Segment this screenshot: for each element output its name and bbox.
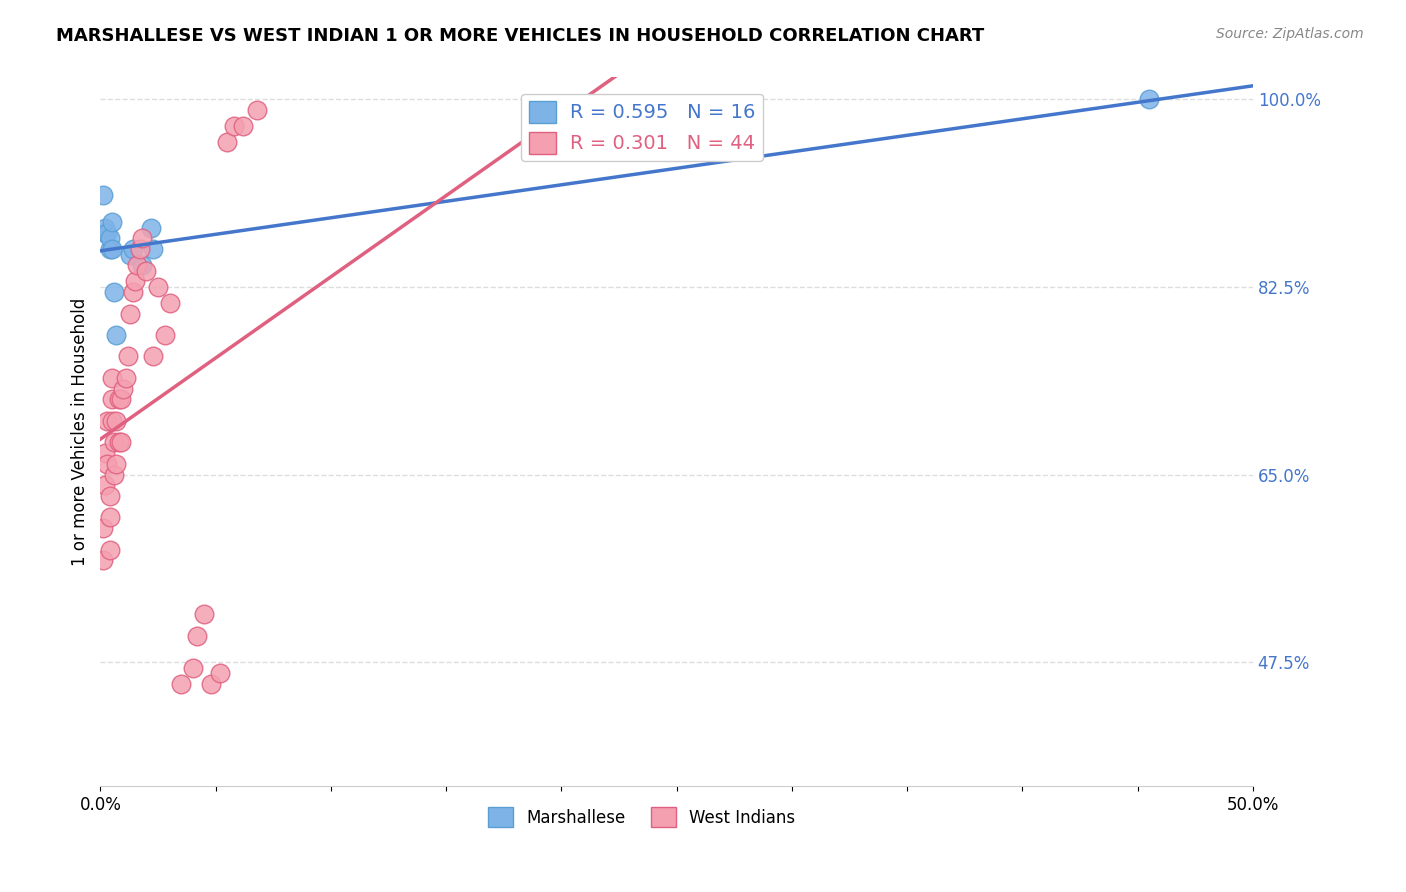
Point [159,295,181,310]
Point [135,263,157,277]
Point [131,258,153,272]
Point [222,119,245,133]
Point [112,382,135,396]
Point [246,103,269,117]
Point [117,350,139,364]
Point [186,628,208,642]
Point [139,220,162,235]
Legend: Marshallese, West Indians: Marshallese, West Indians [482,800,803,834]
Point [153,328,176,343]
Point [146,279,169,293]
Point [103,435,125,450]
Point [170,677,193,691]
Point [121,242,143,256]
Point [98,231,121,245]
Point [94,478,117,492]
Point [121,285,143,299]
Point [101,392,124,407]
Point [101,414,124,428]
Point [105,457,128,471]
Point [94,226,117,240]
Point [142,242,165,256]
Point [127,258,149,272]
Point [96,414,118,428]
Point [91,553,114,567]
Point [110,392,132,407]
Point [142,350,165,364]
Point [107,392,129,407]
Point [114,371,136,385]
Point [94,446,117,460]
Point [209,666,232,681]
Point [232,119,254,133]
Point [101,242,124,256]
Point [105,328,128,343]
Point [181,661,204,675]
Point [91,521,114,535]
Point [107,435,129,450]
Y-axis label: 1 or more Vehicles in Household: 1 or more Vehicles in Household [72,298,89,566]
Point [101,215,124,229]
Point [120,247,142,261]
Point [193,607,215,621]
Point [217,135,239,149]
Point [94,220,117,235]
Point [98,542,121,557]
Point [128,242,150,256]
Point [98,242,121,256]
Point [110,435,132,450]
Point [1137,92,1160,106]
Point [124,274,146,288]
Point [120,307,142,321]
Text: Source: ZipAtlas.com: Source: ZipAtlas.com [1216,27,1364,41]
Point [131,231,153,245]
Point [103,285,125,299]
Point [96,226,118,240]
Point [91,188,114,202]
Point [103,467,125,482]
Point [98,489,121,503]
Point [105,414,128,428]
Point [101,371,124,385]
Text: MARSHALLESE VS WEST INDIAN 1 OR MORE VEHICLES IN HOUSEHOLD CORRELATION CHART: MARSHALLESE VS WEST INDIAN 1 OR MORE VEH… [56,27,984,45]
Point [96,457,118,471]
Point [200,677,222,691]
Point [98,510,121,524]
